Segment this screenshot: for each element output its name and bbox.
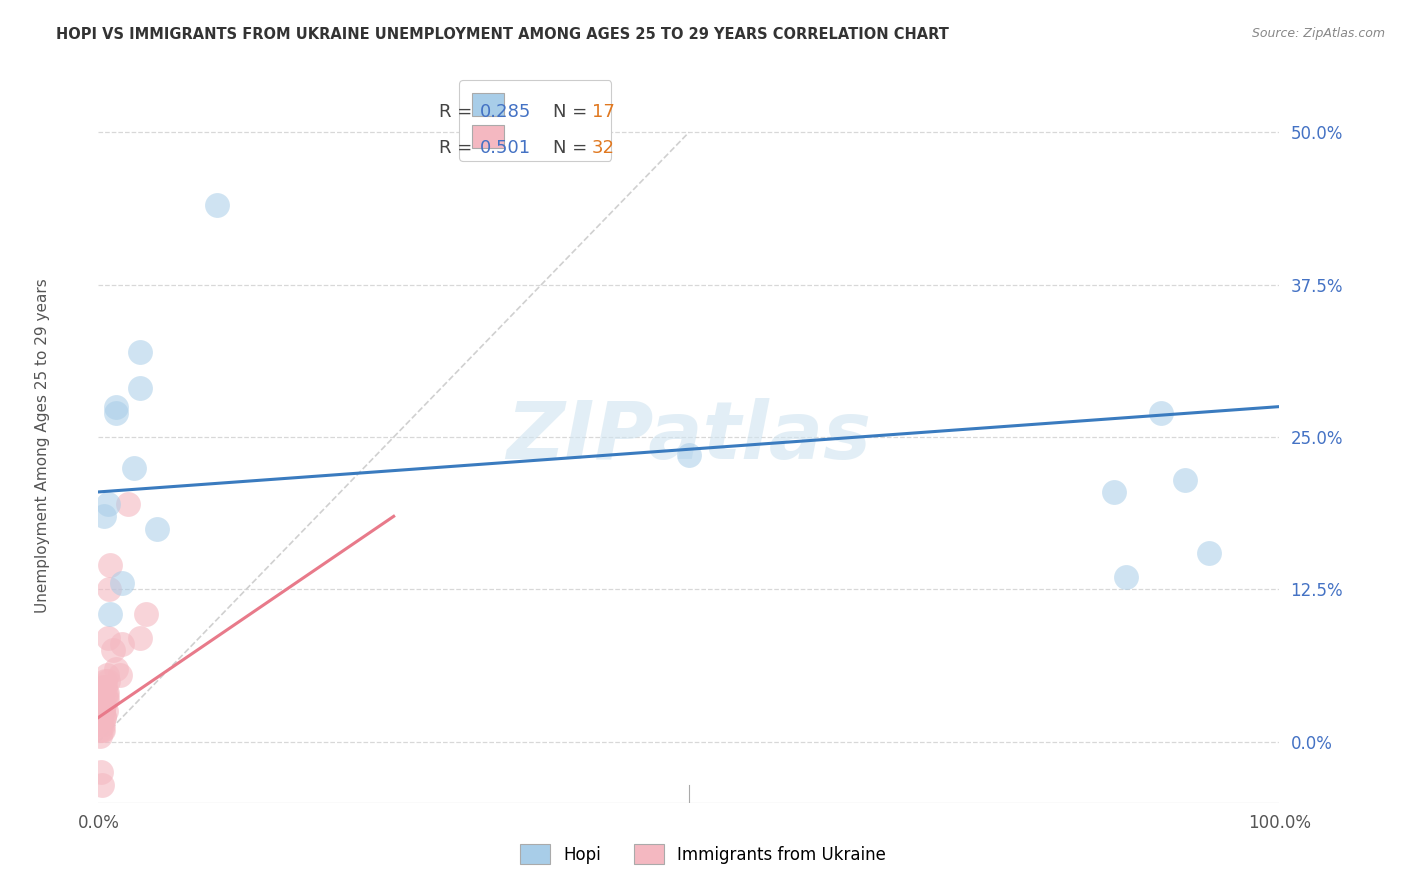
Point xyxy=(91,705,114,719)
Point xyxy=(98,582,121,597)
Point xyxy=(117,497,139,511)
Point xyxy=(94,705,117,719)
Point xyxy=(128,344,150,359)
Point xyxy=(97,632,120,646)
Point xyxy=(1115,570,1137,584)
Point xyxy=(91,723,114,737)
Point xyxy=(90,710,112,724)
Point xyxy=(96,686,118,700)
Point xyxy=(135,607,157,621)
Point xyxy=(1150,406,1173,420)
Point xyxy=(122,460,145,475)
Text: 32: 32 xyxy=(592,139,614,157)
Point xyxy=(91,716,114,731)
Point xyxy=(128,632,150,646)
Text: R =: R = xyxy=(439,139,478,157)
Point xyxy=(91,705,114,719)
Text: 0.285: 0.285 xyxy=(479,103,531,120)
Point xyxy=(89,729,111,743)
Point xyxy=(93,710,115,724)
Text: Source: ZipAtlas.com: Source: ZipAtlas.com xyxy=(1251,27,1385,40)
Point xyxy=(1102,485,1125,500)
Point xyxy=(98,558,121,573)
Point xyxy=(101,643,124,657)
Point xyxy=(91,723,114,737)
Point xyxy=(89,716,111,731)
Point xyxy=(111,576,134,591)
Point xyxy=(128,381,150,395)
Text: N =: N = xyxy=(553,103,593,120)
Point xyxy=(91,692,114,706)
Point xyxy=(96,692,118,706)
Point xyxy=(91,686,114,700)
Point xyxy=(91,698,114,713)
Point xyxy=(1198,546,1220,560)
Point xyxy=(98,607,121,621)
Point xyxy=(89,710,111,724)
Point xyxy=(108,667,131,682)
Point xyxy=(94,680,117,694)
Text: HOPI VS IMMIGRANTS FROM UKRAINE UNEMPLOYMENT AMONG AGES 25 TO 29 YEARS CORRELATI: HOPI VS IMMIGRANTS FROM UKRAINE UNEMPLOY… xyxy=(56,27,949,42)
Point xyxy=(94,692,117,706)
Text: N =: N = xyxy=(553,139,593,157)
Point xyxy=(105,406,128,420)
Point xyxy=(90,698,112,713)
Text: ZIPatlas: ZIPatlas xyxy=(506,398,872,476)
Point xyxy=(97,673,120,688)
Point xyxy=(678,449,700,463)
Point xyxy=(97,497,120,511)
Text: Unemployment Among Ages 25 to 29 years: Unemployment Among Ages 25 to 29 years xyxy=(35,278,49,614)
Point xyxy=(91,680,114,694)
Point xyxy=(93,710,115,724)
Text: R =: R = xyxy=(439,103,478,120)
Point xyxy=(94,686,117,700)
Point xyxy=(111,637,134,651)
Point xyxy=(91,778,114,792)
Point xyxy=(105,662,128,676)
Point xyxy=(89,723,111,737)
Point xyxy=(205,198,228,212)
Text: 0.501: 0.501 xyxy=(479,139,531,157)
Point xyxy=(96,667,118,682)
Point xyxy=(90,716,112,731)
Point xyxy=(93,509,115,524)
Point xyxy=(90,765,112,780)
Legend: dummy1, dummy2: dummy1, dummy2 xyxy=(460,80,612,161)
Point xyxy=(90,705,112,719)
Point xyxy=(146,521,169,535)
Point xyxy=(105,400,128,414)
Point xyxy=(93,698,115,713)
Point xyxy=(94,673,117,688)
Text: 17: 17 xyxy=(592,103,614,120)
Legend: Hopi, Immigrants from Ukraine: Hopi, Immigrants from Ukraine xyxy=(513,838,893,871)
Point xyxy=(1174,473,1197,487)
